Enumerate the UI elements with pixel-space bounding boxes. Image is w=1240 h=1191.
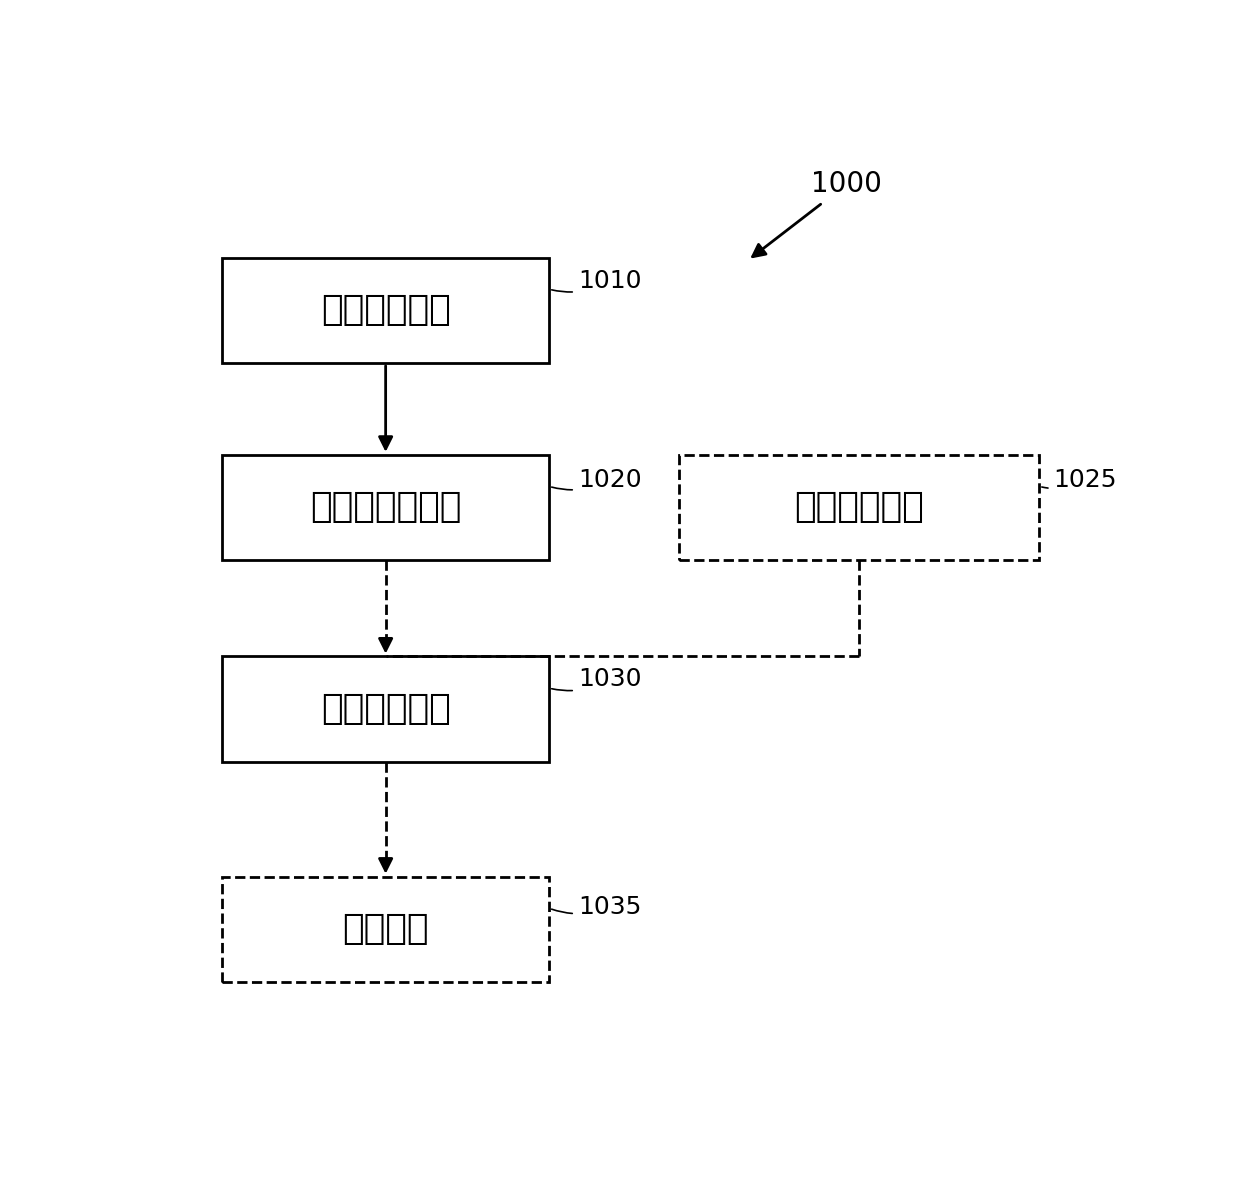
Text: 1000: 1000 xyxy=(811,170,883,198)
Text: 1025: 1025 xyxy=(1042,468,1117,493)
Text: 1010: 1010 xyxy=(552,269,641,293)
Text: 获得胎压信息: 获得胎压信息 xyxy=(794,491,924,524)
Text: 1020: 1020 xyxy=(552,468,641,493)
Text: 获得角旋转信息: 获得角旋转信息 xyxy=(310,491,461,524)
Bar xyxy=(222,257,549,363)
Bar xyxy=(222,455,549,560)
Text: 1035: 1035 xyxy=(552,894,641,919)
Text: 确定车轮位置: 确定车轮位置 xyxy=(321,692,450,727)
Bar xyxy=(222,877,549,983)
Text: 获得磁场信息: 获得磁场信息 xyxy=(321,293,450,328)
Bar xyxy=(222,656,549,762)
Text: 1030: 1030 xyxy=(552,667,641,692)
Bar xyxy=(678,455,1039,560)
Text: 传送信息: 传送信息 xyxy=(342,912,429,947)
